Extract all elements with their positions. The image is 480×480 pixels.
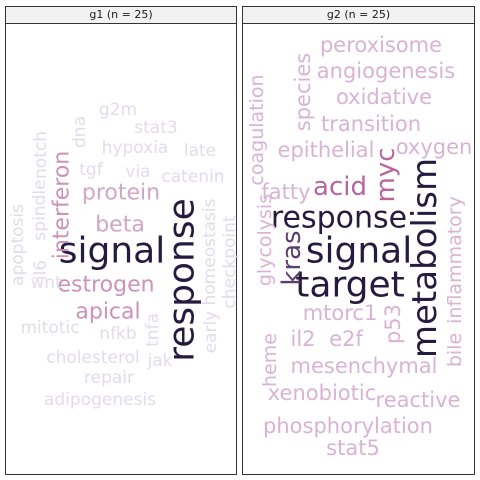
word-xenobiotic: xenobiotic (268, 381, 377, 405)
word-e2f: e2f (329, 327, 363, 351)
word-epithelial: epithelial (278, 138, 375, 162)
word-apoptosis: apoptosis (8, 204, 28, 286)
word-mesenchymal: mesenchymal (291, 354, 438, 378)
word-tnfa: tnfa (143, 313, 163, 347)
word-inflammatory: inflammatory (444, 196, 466, 324)
word-dna: dna (70, 116, 90, 148)
word-oxygen: oxygen (396, 135, 473, 159)
word-mtorc1: mtorc1 (303, 301, 378, 325)
word-il6: il6 (31, 260, 51, 280)
word-kras: kras (277, 230, 307, 285)
word-interferon: interferon (50, 151, 75, 260)
word-homeostasis: homeostasis (200, 198, 220, 305)
word-repair: repair (84, 368, 134, 388)
word-response: response (271, 201, 407, 236)
word-target: target (295, 265, 404, 306)
word-coagulation: coagulation (246, 74, 268, 185)
word-metabolism: metabolism (405, 158, 445, 358)
word-species: species (291, 53, 315, 131)
word-beta: beta (95, 213, 145, 238)
word-signal: signal (59, 231, 166, 272)
word-bile: bile (444, 333, 466, 367)
word-signal: signal (306, 231, 413, 272)
word-fatty: fatty (261, 180, 310, 204)
word-spindle: spindle (30, 179, 50, 240)
word-wnt: wnt (30, 273, 62, 293)
word-transition: transition (321, 112, 421, 136)
word-apical: apical (75, 300, 140, 325)
word-reactive: reactive (376, 388, 461, 412)
word-g2m: g2m (99, 100, 137, 120)
word-stat5: stat5 (326, 436, 380, 460)
word-phosphorylation: phosphorylation (263, 414, 433, 438)
word-il2: il2 (290, 327, 315, 351)
facet-panel-g2 (242, 24, 475, 475)
word-stat3: stat3 (134, 118, 177, 138)
facet-label-g1: g1 (n = 25) (5, 6, 237, 24)
word-glycolysis: glycolysis (254, 194, 276, 286)
facet-panel-g1 (5, 24, 237, 475)
word-via: via (125, 162, 150, 182)
word-notch: notch (31, 131, 51, 179)
word-catenin: catenin (161, 167, 224, 187)
word-early: early (201, 311, 221, 354)
word-jak: jak (147, 351, 173, 371)
word-myc: myc (371, 147, 401, 202)
word-heme: heme (259, 333, 281, 387)
word-adipogenesis: adipogenesis (44, 390, 156, 410)
word-tgf: tgf (79, 160, 103, 180)
word-oxidative: oxidative (336, 85, 432, 109)
word-p53: p53 (381, 304, 405, 344)
word-late: late (184, 141, 216, 161)
word-acid: acid (313, 172, 367, 202)
word-cholesterol: cholesterol (46, 348, 139, 368)
word-mitotic: mitotic (20, 318, 79, 338)
word-estrogen: estrogen (57, 273, 154, 298)
word-protein: protein (82, 181, 160, 206)
word-angiogenesis: angiogenesis (317, 59, 455, 83)
word-hypoxia: hypoxia (102, 138, 169, 158)
word-checkpoint: checkpoint (220, 215, 240, 308)
word-peroxisome: peroxisome (320, 33, 442, 57)
word-response: response (162, 198, 203, 362)
word-nfkb: nfkb (99, 324, 136, 344)
facet-label-g2: g2 (n = 25) (242, 6, 475, 24)
